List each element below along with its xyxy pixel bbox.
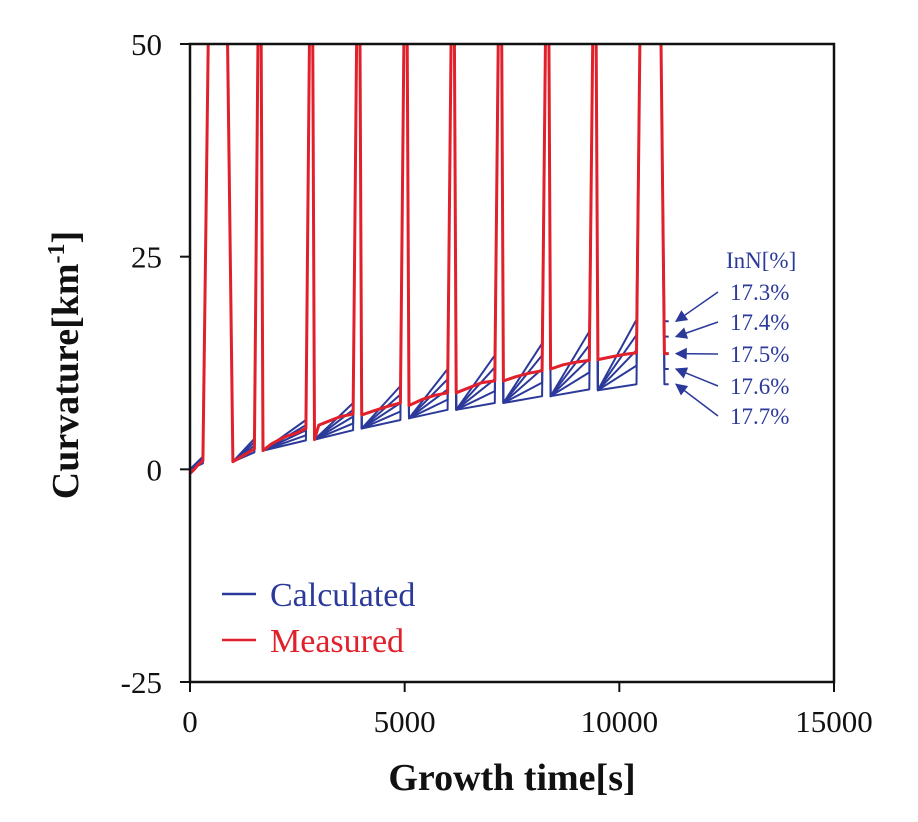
x-axis-title: Growth time[s] — [388, 757, 635, 799]
measured-series-line — [190, 44, 669, 475]
y-tick-label: 50 — [131, 27, 162, 62]
x-tick-label: 0 — [182, 704, 198, 739]
y-axis-title: Curvature[km-1] — [44, 231, 87, 499]
x-tick-label: 5000 — [374, 704, 436, 739]
calculated-series-line-17.5pct — [190, 44, 669, 471]
y-tick-label: 25 — [131, 240, 162, 275]
calculated-series-line-17.3pct — [190, 44, 669, 471]
plot-frame — [188, 42, 836, 684]
annotation-label: 17.4% — [730, 310, 789, 335]
annotation-label: 17.6% — [730, 374, 789, 399]
inn-annotation: InN[%] 17.3% 17.4% 17.5% 17.6% 17.7% — [674, 248, 796, 429]
annotation-label: 17.5% — [730, 342, 789, 367]
y-axis-title-main: Curvature[km — [45, 263, 87, 499]
annotation-label: 17.7% — [730, 404, 789, 429]
x-tick-label: 15000 — [795, 704, 873, 739]
legend: Calculated Measured — [222, 577, 415, 660]
legend-label-measured: Measured — [270, 623, 404, 660]
tick-layer: 0 5000 10000 15000 -25 0 25 50 — [121, 27, 873, 739]
annotation-arrow — [674, 367, 719, 387]
annotation-label: 17.3% — [730, 280, 789, 305]
legend-label-calculated: Calculated — [270, 577, 415, 614]
annotation-arrow — [675, 383, 719, 417]
series-layer — [190, 44, 669, 475]
y-axis-title-sup: -1 — [44, 243, 70, 263]
annotation-labels: 17.3% 17.4% 17.5% 17.6% 17.7% — [674, 280, 789, 429]
y-axis-title-close: ] — [45, 231, 87, 244]
y-tick-label: 0 — [147, 452, 163, 487]
calculated-series-line-17.7pct — [190, 44, 669, 471]
annotation-arrow — [675, 291, 719, 323]
y-tick-label: -25 — [121, 665, 162, 700]
annotation-title: InN[%] — [726, 248, 796, 273]
calculated-series-line-17.6pct — [190, 44, 669, 471]
annotation-arrow — [674, 321, 719, 339]
x-tick-label: 10000 — [581, 704, 659, 739]
